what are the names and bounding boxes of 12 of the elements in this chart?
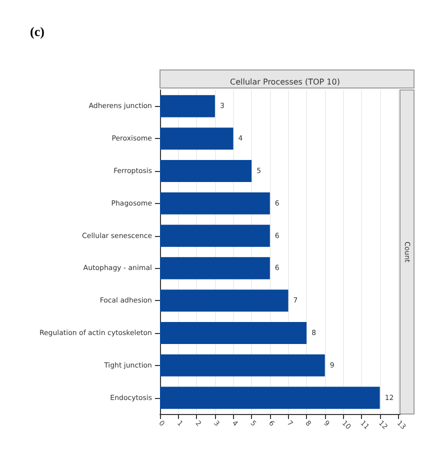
chart-title: Cellular Processes (TOP 10) (230, 78, 340, 86)
bar (160, 224, 270, 247)
text: (c) (30, 24, 44, 39)
bar (160, 322, 307, 344)
bar (160, 290, 288, 312)
bar (160, 354, 325, 376)
bar (160, 128, 234, 150)
bar (160, 257, 270, 280)
bar (160, 192, 270, 214)
bar (160, 160, 252, 182)
bar (160, 386, 380, 409)
bar (160, 95, 215, 118)
